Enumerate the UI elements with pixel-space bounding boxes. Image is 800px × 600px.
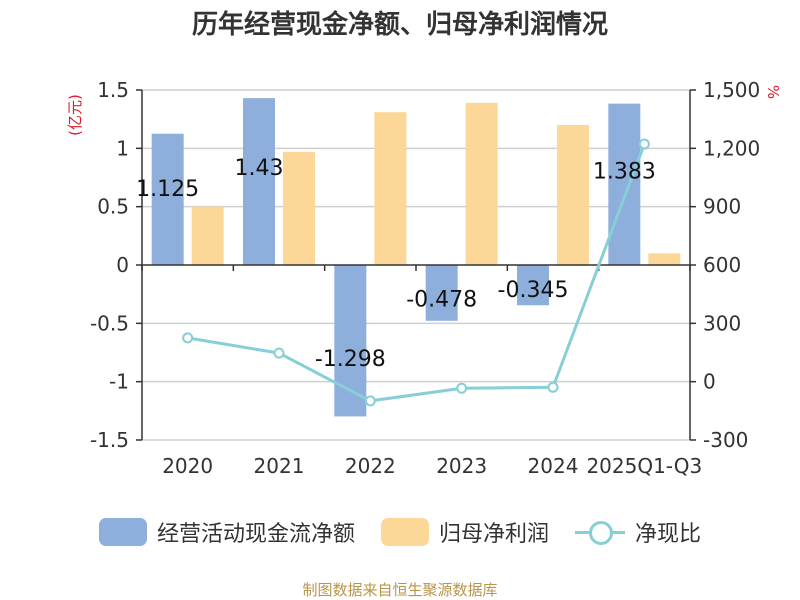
y-left-tick-label: -1.5 bbox=[90, 428, 129, 452]
legend-item-cashflow[interactable]: 经营活动现金流净额 bbox=[98, 516, 355, 548]
source-note: 制图数据来自恒生聚源数据库 bbox=[302, 581, 498, 599]
y-right-tick-label: 0 bbox=[703, 370, 716, 394]
y-left-unit: (亿元) bbox=[66, 94, 84, 136]
ratio-point bbox=[182, 332, 194, 344]
data-label-cashflow: -1.298 bbox=[315, 347, 386, 372]
y-left-tick-label: -0.5 bbox=[90, 311, 129, 335]
data-labels: 1.125 1.43 -1.298 -0.478 -0.345 1.383 bbox=[136, 156, 656, 372]
bar-cashflow bbox=[425, 265, 458, 321]
ratio-point bbox=[456, 382, 468, 394]
y-right-unit: % bbox=[764, 85, 782, 99]
bars bbox=[151, 98, 681, 417]
x-tick-label: 2022 bbox=[345, 454, 396, 478]
bar-cashflow bbox=[608, 103, 641, 266]
chart-title: 历年经营现金净额、归母净利润情况 bbox=[192, 9, 608, 40]
x-tick-label: 2024 bbox=[528, 454, 579, 478]
bar-profit bbox=[648, 253, 681, 265]
x-tick-label: 2020 bbox=[162, 454, 213, 478]
bar-profit bbox=[191, 206, 224, 265]
y-left-tick-label: 1.5 bbox=[97, 78, 129, 102]
ratio-line-path bbox=[187, 143, 646, 403]
bar-profit bbox=[465, 102, 498, 265]
ratio-point bbox=[273, 347, 285, 359]
data-label-cashflow: 1.43 bbox=[235, 156, 284, 181]
data-label-cashflow: 1.383 bbox=[593, 159, 656, 184]
data-label-cashflow: -0.345 bbox=[498, 278, 569, 303]
legend-swatch-profit bbox=[380, 518, 429, 546]
ratio-line bbox=[182, 138, 650, 407]
legend-item-profit[interactable]: 归母净利润 bbox=[380, 516, 549, 548]
x-tick-label: 2023 bbox=[436, 454, 487, 478]
bar-cashflow bbox=[243, 98, 275, 266]
x-tick-label: 2021 bbox=[254, 454, 305, 478]
grid bbox=[142, 89, 690, 441]
bar-profit bbox=[283, 151, 315, 265]
y-right-tick-label: 300 bbox=[703, 311, 741, 335]
bar-profit bbox=[557, 125, 589, 265]
legend-swatch-cashflow bbox=[98, 518, 147, 546]
y-right-tick-label: -300 bbox=[703, 428, 748, 452]
y-left-tick-label: 1 bbox=[116, 136, 129, 160]
ratio-point bbox=[547, 381, 559, 393]
bar-profit bbox=[374, 112, 407, 266]
axes: -1.5 -1 -0.5 0 0.5 1 1.5 -300 0 300 600 900 1,200 1,5… bbox=[66, 78, 782, 478]
legend-item-ratio[interactable]: 净现比 bbox=[575, 516, 701, 548]
y-right-tick-label: 1,500 bbox=[703, 78, 760, 102]
legend: 经营活动现金流净额 归母净利润 净现比 bbox=[0, 516, 800, 548]
bar-cashflow bbox=[517, 265, 549, 306]
ratio-point bbox=[638, 138, 650, 150]
data-label-cashflow: -0.478 bbox=[406, 288, 477, 313]
legend-label-ratio: 净现比 bbox=[635, 522, 702, 547]
y-right-tick-label: 900 bbox=[703, 195, 741, 219]
legend-label-profit: 归母净利润 bbox=[438, 522, 549, 547]
y-left-tick-label: -1 bbox=[109, 370, 129, 394]
bar-cashflow bbox=[151, 133, 184, 265]
x-tick-label: 2025Q1-Q3 bbox=[586, 454, 702, 478]
y-right-tick-label: 1,200 bbox=[703, 136, 760, 160]
y-right-tick-label: 600 bbox=[703, 253, 741, 277]
data-label-cashflow: 1.125 bbox=[136, 177, 199, 202]
bar-cashflow bbox=[334, 265, 367, 417]
legend-swatch-ratio bbox=[575, 518, 625, 546]
y-left-tick-label: 0 bbox=[116, 253, 129, 277]
ratio-point bbox=[364, 395, 376, 407]
y-left-tick-label: 0.5 bbox=[97, 195, 129, 219]
legend-label-cashflow: 经营活动现金流净额 bbox=[156, 522, 355, 547]
